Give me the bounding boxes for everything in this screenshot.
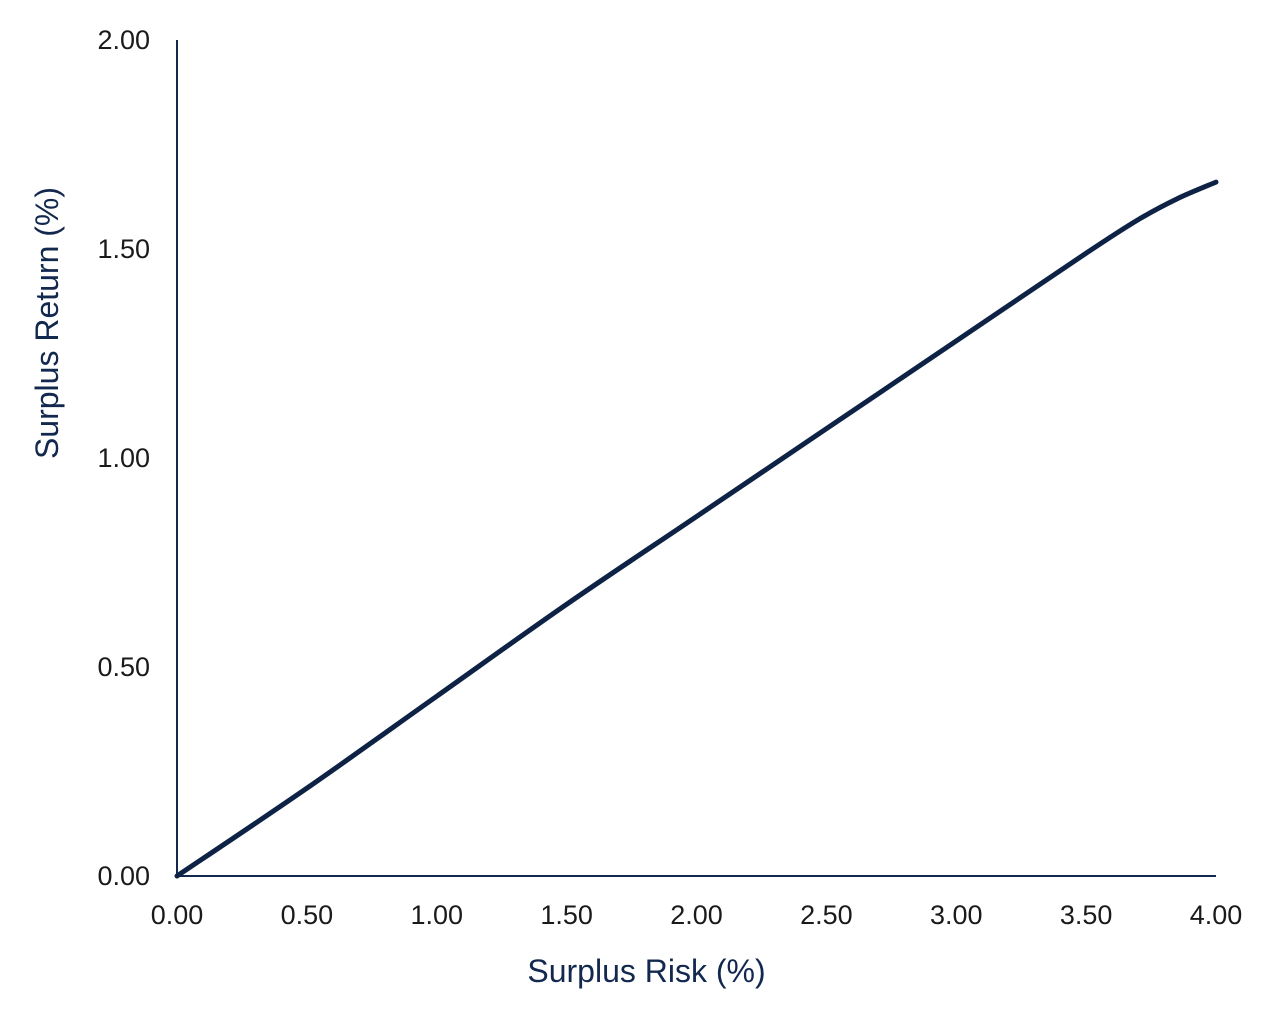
x-tick-label: 4.00 <box>1190 900 1243 930</box>
series-layer <box>174 179 1219 879</box>
y-tick-label: 1.50 <box>97 234 150 264</box>
y-tick-label: 0.00 <box>97 861 150 891</box>
y-tick-labels: 0.00 0.50 1.00 1.50 2.00 <box>97 25 150 891</box>
x-tick-label: 1.50 <box>540 900 593 930</box>
y-tick-label: 2.00 <box>97 25 150 55</box>
x-axis-title: Surplus Risk (%) <box>527 953 765 989</box>
y-tick-label: 1.00 <box>97 443 150 473</box>
y-axis-title: Surplus Return (%) <box>29 187 65 459</box>
x-tick-label: 2.00 <box>670 900 723 930</box>
x-tick-label: 3.50 <box>1060 900 1113 930</box>
plot-area: 0.00 0.50 1.00 1.50 2.00 0.00 0.50 1.00 1.50 2.0… <box>97 25 1242 930</box>
series-line <box>174 179 1219 879</box>
x-tick-labels: 0.00 0.50 1.00 1.50 2.00 2.50 3.00 3.50 4.00 <box>151 900 1243 930</box>
x-tick-label: 0.50 <box>281 900 334 930</box>
x-tick-label: 0.00 <box>151 900 204 930</box>
x-tick-label: 3.00 <box>930 900 983 930</box>
x-tick-label: 1.00 <box>410 900 463 930</box>
y-tick-label: 0.50 <box>97 652 150 682</box>
x-tick-label: 2.50 <box>800 900 853 930</box>
